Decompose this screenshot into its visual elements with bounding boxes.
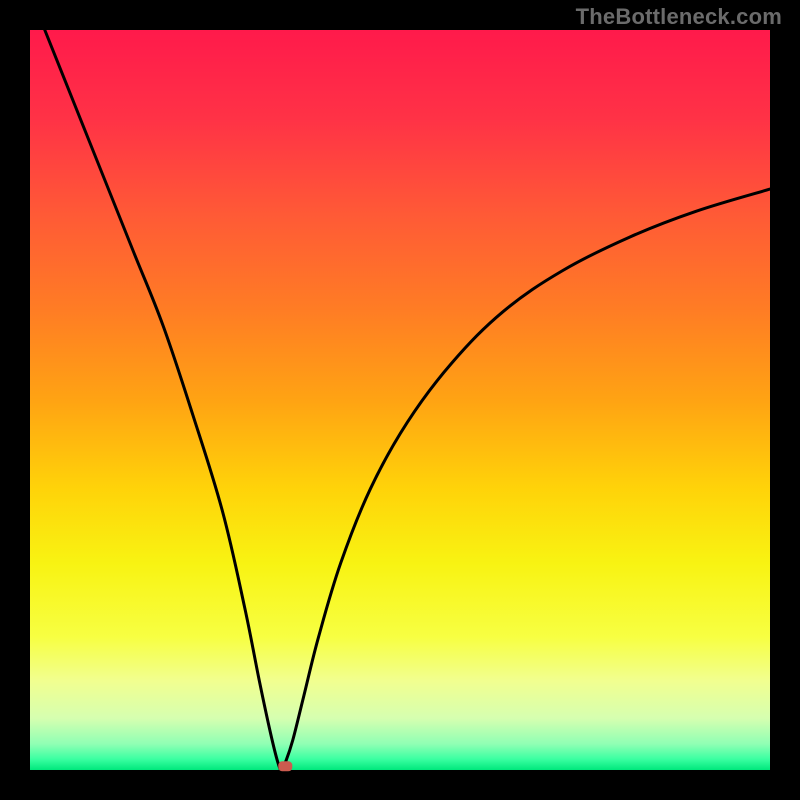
- chart-frame: TheBottleneck.com: [0, 0, 800, 800]
- watermark-text: TheBottleneck.com: [576, 4, 782, 30]
- optimum-marker: [278, 761, 292, 771]
- plot-background: [30, 30, 770, 770]
- bottleneck-chart-svg: [0, 0, 800, 800]
